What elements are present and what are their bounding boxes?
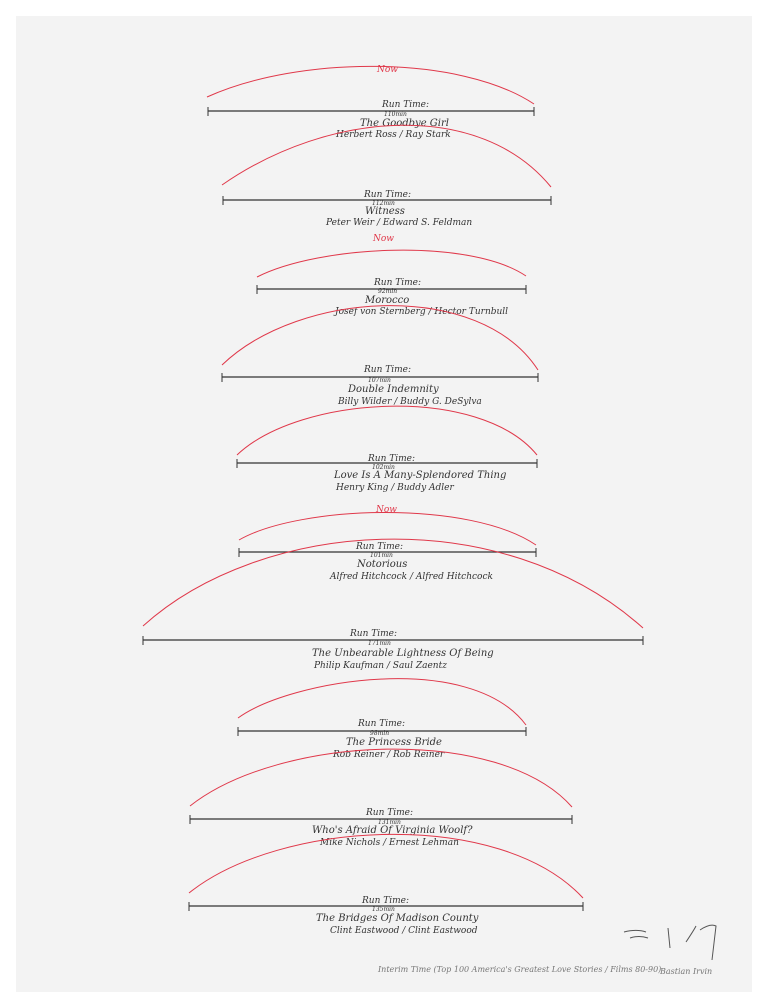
run-time-minutes: 171min bbox=[368, 640, 391, 647]
film-title: The Unbearable Lightness Of Being bbox=[312, 648, 494, 659]
run-time-label: Run Time: bbox=[355, 542, 403, 552]
paper-sheet bbox=[16, 16, 752, 992]
timeline-arc bbox=[237, 678, 527, 726]
run-time-label: Run Time: bbox=[367, 454, 415, 464]
run-time-label: Run Time: bbox=[381, 100, 429, 110]
timeline-5: Run Time: 102min Love Is A Many-Splendor… bbox=[236, 405, 538, 493]
run-time-minutes: 135min bbox=[372, 906, 395, 913]
run-time-label: Run Time: bbox=[373, 278, 421, 288]
film-title: The Princess Bride bbox=[346, 737, 442, 748]
run-time-minutes: 112min bbox=[372, 200, 395, 207]
film-title: Love Is A Many-Splendored Thing bbox=[333, 470, 506, 481]
run-time-minutes: 92min bbox=[378, 288, 397, 295]
film-credits: Rob Reiner / Rob Reiner bbox=[332, 750, 445, 760]
film-title: Double Indemnity bbox=[347, 384, 439, 395]
run-time-label: Run Time: bbox=[357, 719, 405, 729]
film-credits: Philip Kaufman / Saul Zaentz bbox=[313, 661, 447, 671]
film-title: Who's Afraid Of Virginia Woolf? bbox=[312, 825, 473, 836]
now-label: Now bbox=[372, 234, 394, 244]
timeline-arc bbox=[206, 65, 535, 105]
run-time-label: Run Time: bbox=[349, 629, 397, 639]
film-title: The Goodbye Girl bbox=[360, 118, 449, 129]
timeline-arc bbox=[238, 512, 537, 546]
timeline-1: Now Run Time: 110min The Goodbye Girl He… bbox=[206, 65, 535, 140]
timeline-arc bbox=[189, 748, 573, 808]
film-credits: Peter Weir / Edward S. Feldman bbox=[325, 218, 472, 228]
signature-scribble bbox=[623, 924, 717, 961]
now-label: Now bbox=[376, 65, 398, 75]
run-time-minutes: 102min bbox=[372, 464, 395, 471]
film-title: Notorious bbox=[356, 559, 407, 570]
footer-caption: Interim Time (Top 100 America's Greatest… bbox=[377, 965, 661, 974]
timeline-10: Run Time: 135min The Bridges Of Madison … bbox=[188, 833, 584, 936]
timeline-4: Run Time: 107min Double Indemnity Billy … bbox=[221, 305, 539, 407]
now-label: Now bbox=[375, 505, 397, 515]
film-credits: Alfred Hitchcock / Alfred Hitchcock bbox=[329, 572, 493, 582]
run-time-minutes: 101min bbox=[370, 552, 393, 559]
run-time-minutes: 110min bbox=[384, 111, 407, 118]
film-title: The Bridges Of Madison County bbox=[316, 913, 479, 924]
film-credits: Mike Nichols / Ernest Lehman bbox=[319, 838, 459, 848]
film-credits: Henry King / Buddy Adler bbox=[335, 483, 454, 493]
run-time-label: Run Time: bbox=[363, 365, 411, 375]
timeline-3: Now Run Time: 92min Morocco Josef von St… bbox=[256, 234, 527, 317]
run-time-label: Run Time: bbox=[361, 896, 409, 906]
timeline-arc bbox=[236, 405, 538, 456]
film-credits: Clint Eastwood / Clint Eastwood bbox=[330, 926, 478, 936]
run-time-minutes: 131min bbox=[378, 819, 401, 826]
film-credits: Josef von Sternberg / Hector Turnbull bbox=[333, 307, 508, 317]
timeline-2: Run Time: 112min Witness Peter Weir / Ed… bbox=[221, 124, 552, 228]
film-title: Witness bbox=[365, 206, 405, 217]
timeline-8: Run Time: 98min The Princess Bride Rob R… bbox=[237, 678, 527, 760]
timeline-9: Run Time: 131min Who's Afraid Of Virgini… bbox=[189, 748, 573, 848]
timeline-7: Run Time: 171min The Unbearable Lightnes… bbox=[142, 538, 644, 671]
timeline-arc bbox=[256, 249, 527, 278]
timeline-arc bbox=[142, 538, 644, 629]
run-time-minutes: 98min bbox=[370, 730, 389, 737]
film-credits: Billy Wilder / Buddy G. DeSylva bbox=[337, 397, 482, 407]
film-credits: Herbert Ross / Ray Stark bbox=[335, 130, 451, 140]
run-time-minutes: 107min bbox=[368, 377, 391, 384]
signature-text: Bastian Irvin bbox=[659, 967, 712, 976]
timeline-6: Now Run Time: 101min Notorious Alfred Hi… bbox=[238, 505, 537, 582]
timeline-arc bbox=[188, 833, 584, 899]
run-time-label: Run Time: bbox=[365, 808, 413, 818]
timeline-arc bbox=[221, 124, 552, 188]
run-time-label: Run Time: bbox=[363, 190, 411, 200]
film-title: Morocco bbox=[364, 295, 409, 306]
timeline-arc bbox=[221, 305, 539, 371]
